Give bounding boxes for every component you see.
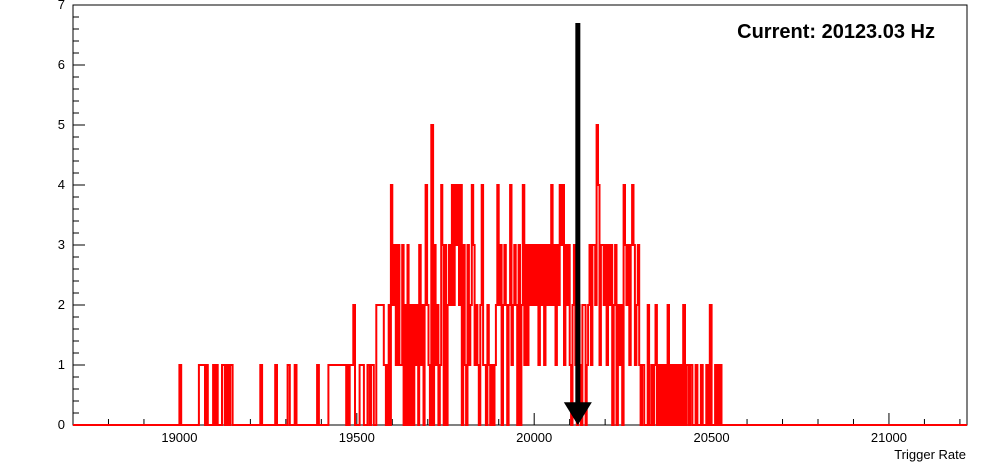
x-tick-label: 19000: [161, 430, 197, 445]
y-tick-label: 1: [58, 357, 65, 372]
tick-labels: 19000 19500 20000 20500 21000 0 1 2 3 4 5 6 7: [58, 0, 907, 445]
y-tick-label: 4: [58, 177, 65, 192]
current-rate-label: Current: 20123.03 Hz: [737, 21, 935, 43]
y-tick-label: 5: [58, 117, 65, 132]
x-axis-label: Trigger Rate: [894, 447, 966, 462]
y-tick-label: 6: [58, 57, 65, 72]
current-value-arrow: [563, 23, 592, 425]
histogram-series-line: [73, 124, 967, 426]
x-tick-label: 21000: [871, 430, 907, 445]
y-tick-label: 2: [58, 297, 65, 312]
y-tick-label: 3: [58, 237, 65, 252]
y-tick-label: 0: [58, 417, 65, 432]
x-tick-label: 20000: [516, 430, 552, 445]
x-tick-label: 20500: [693, 430, 729, 445]
arrow-head: [563, 402, 592, 425]
x-tick-label: 19500: [339, 430, 375, 445]
y-tick-label: 7: [58, 0, 65, 12]
